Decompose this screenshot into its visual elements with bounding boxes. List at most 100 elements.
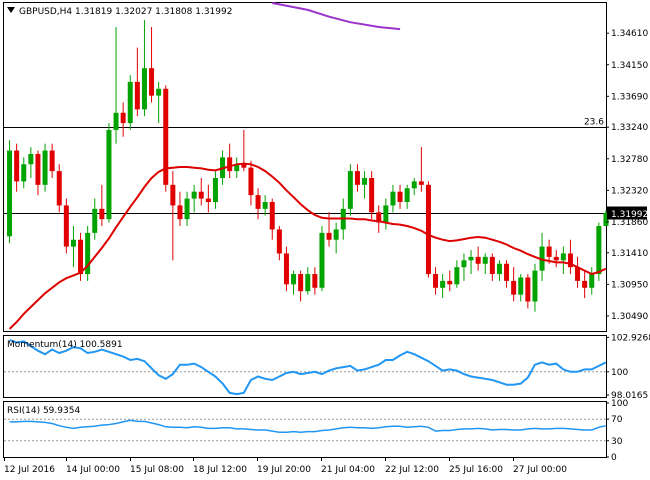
candle	[454, 260, 460, 288]
candle	[149, 27, 155, 103]
candle-body	[425, 184, 431, 275]
candle-body	[63, 205, 69, 247]
candle-body	[70, 239, 76, 247]
candle	[411, 177, 417, 196]
candle-body	[163, 88, 169, 185]
candle	[241, 129, 247, 172]
candle-body	[28, 153, 34, 165]
moving-average-short-line	[8, 162, 607, 330]
rsi-tick-label: 100	[611, 399, 628, 409]
candle	[134, 47, 140, 117]
candle-body	[269, 201, 275, 230]
candle	[539, 232, 545, 281]
time-tick-label: 12 Jul 2016	[4, 465, 55, 475]
price-tick-label: 1.30950	[611, 280, 648, 290]
candle-body	[56, 171, 62, 206]
candle-body	[14, 150, 20, 182]
time-tick-label: 19 Jul 20:00	[257, 465, 311, 475]
candle-body	[49, 150, 55, 172]
candle	[376, 205, 382, 233]
candle	[603, 210, 609, 227]
candle	[113, 27, 119, 144]
candle	[14, 143, 20, 192]
candle	[248, 160, 254, 206]
candle-body	[589, 274, 595, 288]
candle-body	[248, 167, 254, 196]
candle-body	[482, 256, 488, 264]
candle	[369, 171, 375, 220]
candle-body	[113, 112, 119, 130]
candle	[511, 267, 517, 302]
candle	[525, 274, 531, 309]
candle-body	[596, 226, 602, 275]
rsi-tick-label: 70	[611, 415, 623, 425]
candle-body	[227, 157, 233, 172]
candle-body	[21, 164, 27, 182]
candle	[305, 267, 311, 295]
candle-body	[418, 181, 424, 185]
candle-body	[156, 88, 162, 96]
candle	[177, 191, 183, 227]
candle-body	[475, 256, 481, 264]
candle-body	[496, 263, 502, 275]
time-tick-label: 14 Jul 00:00	[66, 465, 120, 475]
candle-body	[85, 232, 91, 275]
candle-body	[525, 277, 531, 302]
candle-body	[99, 208, 105, 220]
candle	[99, 184, 105, 227]
price-tick-label: 1.33690	[611, 92, 648, 102]
candle	[42, 143, 48, 192]
candle-body	[461, 260, 467, 268]
price-tick-label: 1.32780	[611, 155, 648, 165]
candle-body	[92, 208, 98, 233]
candle-body	[504, 263, 510, 281]
momentum-title: Momentum(14) 100.5891	[7, 340, 123, 350]
candle-body	[404, 188, 410, 202]
time-tick-label: 15 Jul 08:00	[130, 465, 184, 475]
candle-body	[212, 177, 218, 202]
time-tick-label: 22 Jul 12:00	[385, 465, 439, 475]
price-tick-label: 1.31860	[611, 218, 648, 228]
candle-body	[298, 274, 304, 292]
candle-body	[291, 274, 297, 285]
candle	[553, 250, 559, 268]
main-panel: 23.6	[4, 2, 609, 330]
candle	[347, 164, 353, 216]
candle-body	[390, 191, 396, 206]
rsi-panel-frame	[3, 401, 607, 458]
candle-body	[312, 274, 318, 288]
candle-body	[262, 201, 268, 209]
candle	[582, 270, 588, 299]
candle-body	[433, 274, 439, 288]
candle-body	[326, 232, 332, 240]
current-price-label: 1.31992	[611, 210, 648, 220]
candle-body	[184, 198, 190, 220]
candle-body	[35, 153, 41, 185]
candle	[191, 184, 197, 213]
candle-body	[397, 191, 403, 202]
candle-body	[383, 205, 389, 223]
candle-body	[369, 177, 375, 213]
candle-body	[603, 212, 609, 227]
candle-body	[191, 191, 197, 199]
price-tick-label: 1.34610	[611, 29, 648, 39]
moving-average-long-line	[272, 2, 401, 31]
time-tick-label: 27 Jul 00:00	[513, 465, 567, 475]
candle	[560, 246, 566, 275]
candle-body	[518, 277, 524, 295]
candle	[127, 75, 133, 130]
rsi-panel	[4, 418, 607, 442]
current-price-box: 1.31992	[607, 206, 648, 220]
candle	[468, 250, 474, 275]
candle	[283, 246, 289, 292]
candle	[106, 123, 112, 223]
candle	[234, 157, 240, 178]
candle-body	[134, 81, 140, 110]
momentum-panel-frame	[3, 335, 607, 398]
candle	[276, 226, 282, 261]
candle-body	[546, 246, 552, 257]
candle	[163, 85, 169, 192]
fib-level-label: 23.6	[584, 118, 604, 128]
candle	[496, 260, 502, 281]
